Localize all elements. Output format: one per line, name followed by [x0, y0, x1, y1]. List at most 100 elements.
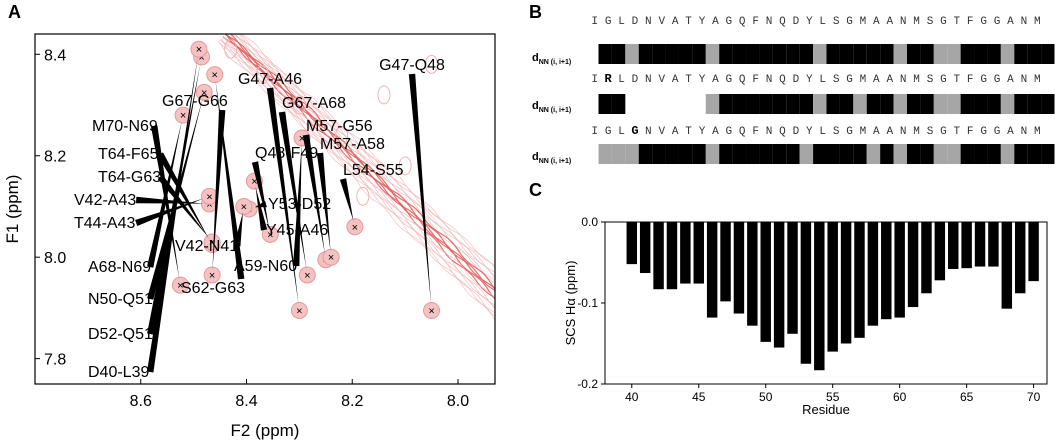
dnn-bar-segment [893, 144, 907, 164]
dnn-bar-segment [625, 44, 639, 64]
scs-bar-residue-60 [894, 222, 905, 318]
spectrum-side-contour [255, 65, 269, 85]
sequence-residue: N [900, 126, 907, 138]
scs-bar-residue-44 [680, 222, 691, 284]
dnn-bar-segment [960, 144, 975, 164]
dnn-bar-segment [772, 144, 787, 164]
peak-leader-11 [136, 196, 204, 204]
scs-bar-residue-43 [666, 222, 678, 290]
dnn-bar-segment [893, 94, 907, 114]
peak-contour-1 [290, 301, 308, 319]
scs-bar-residue-63 [934, 222, 946, 281]
sequence-residue: N [645, 16, 652, 28]
dnn-bar-segment [839, 94, 854, 114]
sequence-residue: A [672, 16, 679, 28]
sequence-residue: F [967, 126, 974, 138]
sequence-residue: T [685, 74, 692, 86]
dnn-bar-segment [678, 144, 693, 164]
dnn-bar-segment [625, 144, 639, 164]
sequence-residue: L [819, 74, 826, 86]
peak-contour-4 [171, 276, 189, 294]
peak-contour-18 [206, 66, 224, 84]
nmr-y-tick-label: 7.8 [44, 352, 66, 369]
sequence-residue: I [591, 16, 598, 28]
peak-label-q48-f49: Q48-F49 [255, 145, 318, 162]
nmr-y-axis-label: F1 (ppm) [3, 175, 22, 244]
sequence-residue: F [752, 74, 759, 86]
spectrum-side-contour [335, 125, 349, 145]
nmr-x-tick-label: 8.2 [341, 393, 363, 410]
peak-marker-16: × [299, 133, 305, 145]
scs-bar-residue-46 [706, 222, 718, 318]
sequence-residue: G [605, 126, 612, 138]
sequence-residue: A [873, 126, 880, 138]
peak-label-m70-n69: M70-N69 [92, 118, 158, 135]
peak-marker-7: × [267, 229, 273, 241]
scs-bar-residue-52 [787, 222, 798, 334]
dnn-row-label: dNN (i, i+1) [532, 151, 571, 165]
peak-label-l54-s55: L54-S55 [343, 162, 404, 179]
sequence-residue: T [954, 126, 961, 138]
peak-label-m57-g56: M57-G56 [306, 118, 373, 135]
spectrum-diagonal-contour [217, 41, 495, 317]
dnn-bar-segment [826, 144, 840, 164]
sequence-residue: N [766, 126, 773, 138]
dnn-bar-segment [746, 44, 760, 64]
sequence-residue: L [819, 16, 826, 28]
peak-label-g47-q48: G47-Q48 [379, 57, 445, 74]
dnn-bar-segment [974, 44, 988, 64]
scs-bar-residue-42 [653, 222, 664, 290]
sequence-residue: G [994, 126, 1001, 138]
sequence-residue: A [873, 16, 880, 28]
peak-label-a59-n60: A59-N60 [234, 258, 297, 275]
dnn-bar-segment [598, 94, 612, 114]
dnn-bar-segment [920, 144, 934, 164]
nmr-x-tick-label: 8.4 [235, 393, 257, 410]
scs-bar-residue-64 [948, 222, 959, 269]
dnn-bar-segment [638, 44, 653, 64]
peak-leader-5 [302, 134, 325, 254]
peak-label-v42-n41: V42-N41 [175, 238, 238, 255]
peak-contour-10 [203, 233, 221, 251]
peak-label-g67-a68: G67-A68 [282, 95, 346, 112]
scs-bar-residue-65 [961, 222, 972, 269]
nmr-x-tick-label: 8.6 [130, 393, 152, 410]
dnn-bar-segment [692, 44, 706, 64]
scs-x-tick-label: 60 [893, 390, 907, 404]
dnn-bar-segment [893, 44, 907, 64]
sequence-residue: S [833, 74, 840, 86]
peak-contour-0 [423, 301, 441, 319]
dnn-bar-segment [732, 94, 747, 114]
sequence-residue: F [967, 74, 974, 86]
peak-leader-0 [408, 73, 432, 305]
peak-label-d40-l39: D40-L39 [88, 364, 149, 381]
dnn-bar-segment [987, 44, 1001, 64]
sequence-residue: G [726, 74, 733, 86]
dnn-bar-segment [772, 94, 787, 114]
sequence-residue: L [819, 126, 826, 138]
sequence-residue: N [900, 74, 907, 86]
peak-leader-15 [255, 187, 268, 231]
peak-leader-12 [135, 198, 204, 226]
sequence-residue: M [1034, 74, 1041, 86]
sequence-residue: I [591, 74, 598, 86]
dnn-bar-segment [732, 44, 747, 64]
sequence-residue: Y [699, 126, 706, 138]
sequence-residue: G [980, 126, 987, 138]
spectrum-side-contour [356, 186, 370, 206]
sequence-residue: Y [699, 74, 706, 86]
dnn-bar-segment [1041, 94, 1055, 114]
spectrum-side-contour [398, 156, 412, 176]
sequence-residue: N [645, 74, 652, 86]
sequence-residue: S [927, 74, 934, 86]
dnn-bar-segment [1000, 94, 1015, 114]
dnn-bar-segment [598, 144, 612, 164]
sequence-residue: N [900, 16, 907, 28]
sequence-residue: A [886, 126, 893, 138]
sequence-residue: T [954, 16, 961, 28]
nmr-y-tick-label: 8.4 [44, 47, 66, 64]
dnn-bar-segment [611, 144, 626, 164]
dnn-bar-segment [786, 94, 800, 114]
sequence-residue: L [618, 74, 625, 86]
peak-leader-21 [147, 55, 198, 373]
